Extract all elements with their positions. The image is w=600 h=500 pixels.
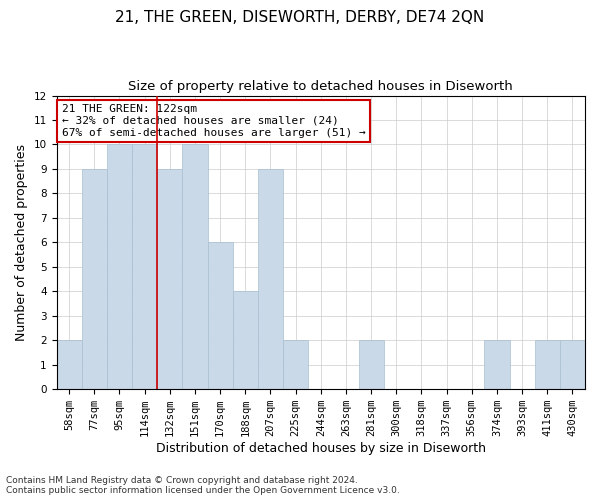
Text: 21, THE GREEN, DISEWORTH, DERBY, DE74 2QN: 21, THE GREEN, DISEWORTH, DERBY, DE74 2Q… (115, 10, 485, 25)
Bar (283, 340, 308, 389)
Bar (82, 169, 107, 389)
Bar (560, 340, 585, 389)
X-axis label: Distribution of detached houses by size in Diseworth: Distribution of detached houses by size … (156, 442, 486, 455)
Bar (132, 144, 157, 389)
Bar (535, 340, 560, 389)
Y-axis label: Number of detached properties: Number of detached properties (15, 144, 28, 341)
Bar (56, 340, 82, 389)
Bar (233, 292, 258, 389)
Bar (157, 169, 182, 389)
Bar (182, 144, 208, 389)
Text: Contains HM Land Registry data © Crown copyright and database right 2024.
Contai: Contains HM Land Registry data © Crown c… (6, 476, 400, 495)
Bar (258, 169, 283, 389)
Bar (107, 144, 132, 389)
Text: 21 THE GREEN: 122sqm
← 32% of detached houses are smaller (24)
67% of semi-detac: 21 THE GREEN: 122sqm ← 32% of detached h… (62, 104, 365, 138)
Bar (484, 340, 509, 389)
Title: Size of property relative to detached houses in Diseworth: Size of property relative to detached ho… (128, 80, 513, 93)
Bar (208, 242, 233, 389)
Bar (359, 340, 383, 389)
